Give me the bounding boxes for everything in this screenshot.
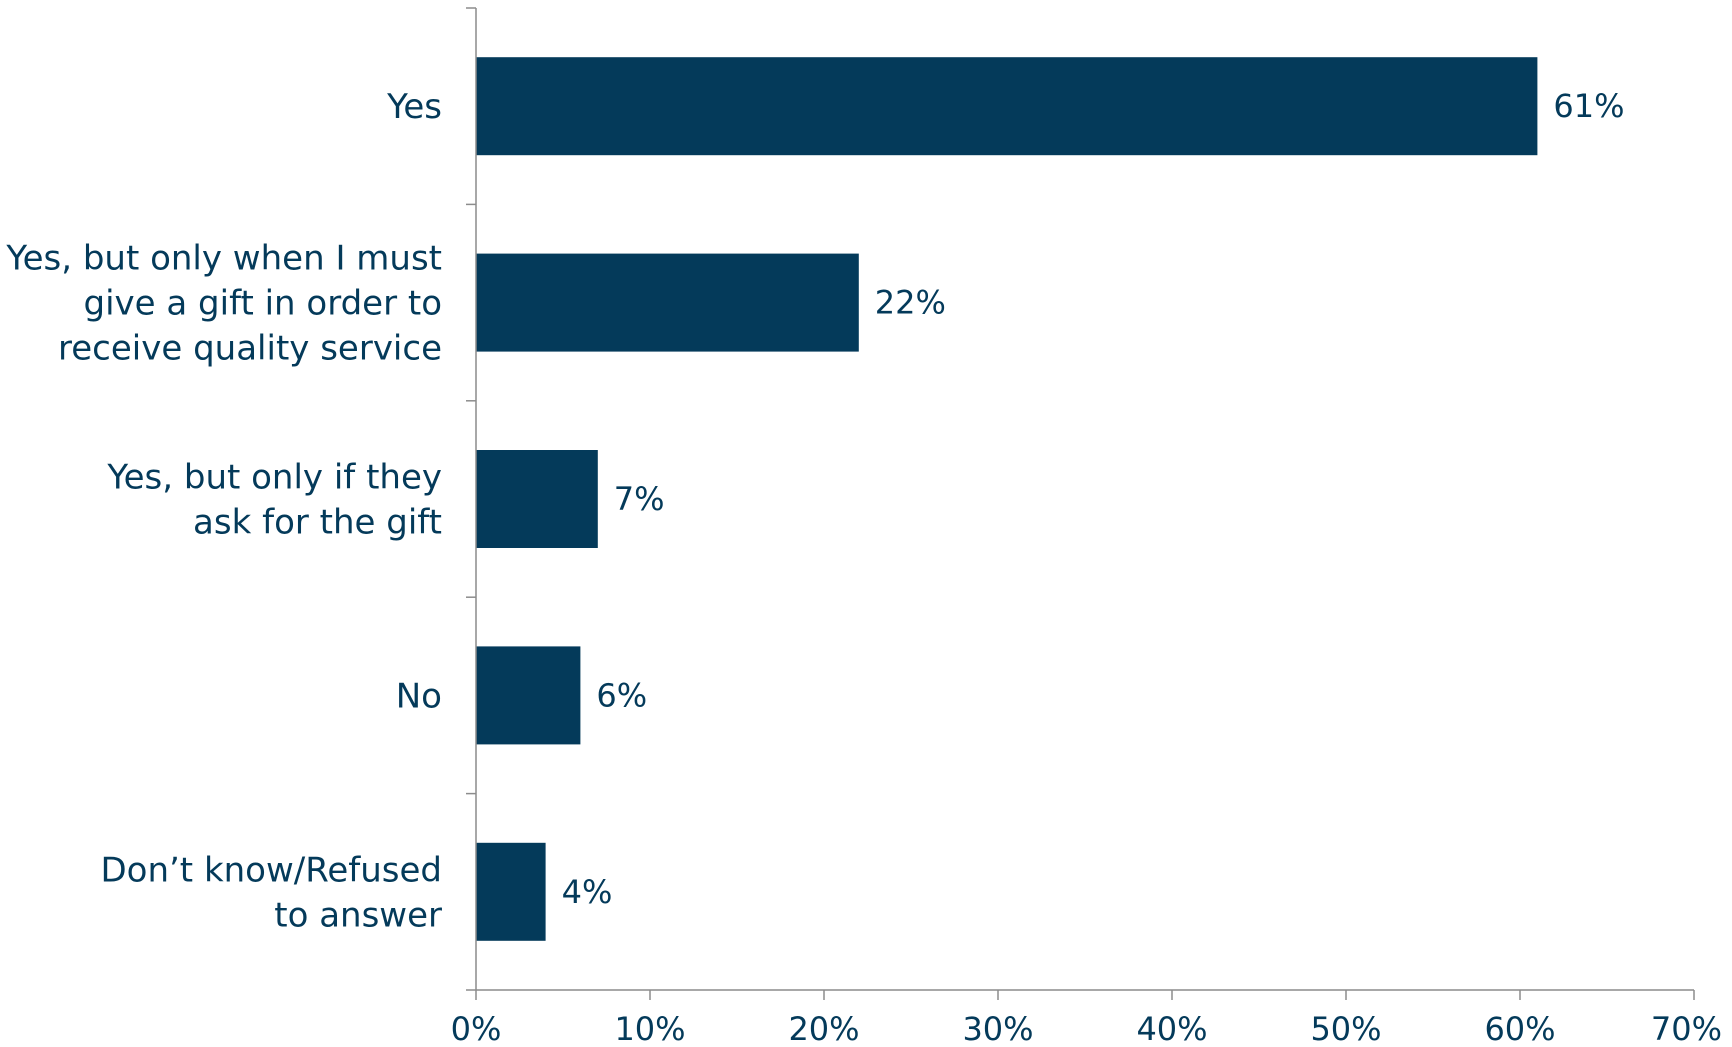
value-label-5: 4% bbox=[562, 873, 613, 911]
x-tick-label-6: 60% bbox=[1484, 1010, 1555, 1047]
bar-3 bbox=[476, 450, 598, 548]
x-tick-label-2: 20% bbox=[788, 1010, 859, 1047]
x-tick-label-4: 40% bbox=[1136, 1010, 1207, 1047]
category-label-2: Yes, but only when I must give a gift in … bbox=[5, 239, 442, 369]
axis-layer bbox=[466, 7, 1695, 1000]
bar-1 bbox=[476, 57, 1538, 156]
category-label-5: Don’t know/Refused to answer bbox=[100, 850, 442, 935]
value-label-3: 7% bbox=[614, 480, 665, 518]
value-label-4: 6% bbox=[596, 676, 647, 714]
value-label-1: 61% bbox=[1553, 87, 1624, 125]
x-tick-label-0: 0% bbox=[451, 1010, 502, 1047]
labels-layer: 61% Yes 22% Yes, but only when I must give a… bbox=[5, 87, 1722, 1047]
x-tick-label-1: 10% bbox=[614, 1010, 685, 1047]
x-tick-label-7: 70% bbox=[1651, 1010, 1722, 1047]
value-label-2: 22% bbox=[875, 284, 946, 322]
bar-2 bbox=[476, 253, 859, 352]
bar-5 bbox=[476, 842, 546, 941]
category-label-4: No bbox=[396, 676, 442, 716]
category-label-1: Yes bbox=[386, 87, 442, 127]
x-tick-label-5: 50% bbox=[1310, 1010, 1381, 1047]
bars-layer bbox=[476, 57, 1538, 941]
bar-4 bbox=[476, 646, 581, 745]
x-tick-label-3: 30% bbox=[962, 1010, 1033, 1047]
category-label-3: Yes, but only if they ask for the gift bbox=[106, 458, 442, 543]
